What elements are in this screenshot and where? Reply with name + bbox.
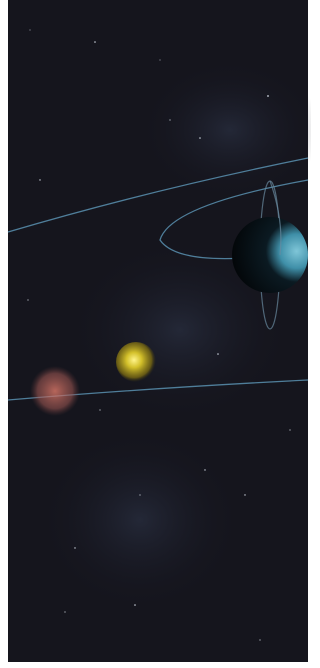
page: {} html, body { margin: 0; padding: 0; w… (0, 0, 311, 668)
planet (232, 217, 308, 293)
space-view (0, 0, 311, 668)
lens-flare (30, 366, 80, 416)
page-body (0, 0, 311, 668)
nebula (40, 430, 240, 610)
sun (116, 342, 156, 382)
